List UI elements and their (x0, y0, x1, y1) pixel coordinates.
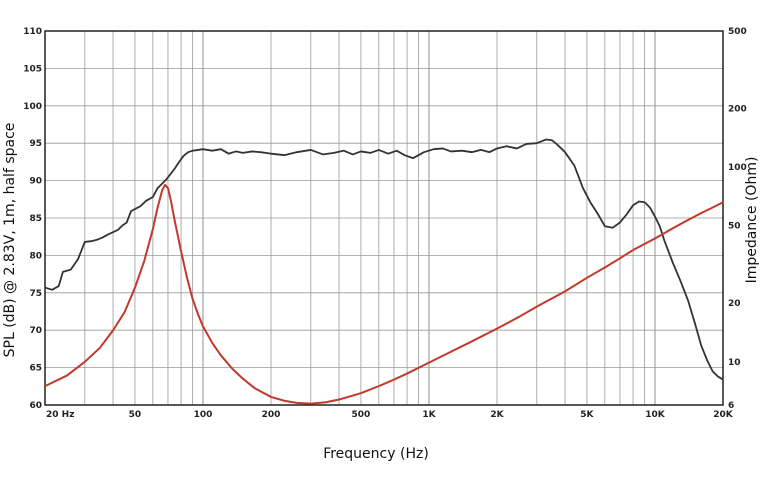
x-tick-label: 5K (580, 410, 594, 420)
x-axis-title: Frequency (Hz) (323, 446, 429, 462)
x-tick-label: 2K (490, 410, 504, 420)
y-right-tick-label: 6 (728, 401, 734, 411)
y-tick-label: 110 (23, 27, 42, 37)
x-tick-label: 20 Hz (46, 410, 74, 420)
x-tick-label: 100 (194, 410, 213, 420)
y-tick-label: 60 (29, 401, 42, 411)
y-right-tick-label: 20 (728, 299, 741, 309)
series-curves (44, 138, 724, 405)
y-tick-label: 85 (29, 214, 42, 224)
y-right-tick-labels: 6 10 20 50 100 200 500 (728, 27, 747, 411)
plot-frame (44, 30, 724, 406)
x-tick-label: 50 (129, 410, 142, 420)
y-tick-label: 90 (29, 177, 42, 187)
y-right-axis-title: Impedance (Ohm) (744, 157, 760, 284)
y-tick-labels: 60 65 70 75 80 85 90 95 100 105 110 (23, 27, 42, 411)
y-right-tick-label: 100 (728, 163, 747, 173)
y-tick-label: 70 (29, 326, 42, 336)
y-right-tick-label: 200 (728, 104, 747, 114)
y-tick-label: 65 (29, 364, 42, 374)
y-tick-label: 80 (29, 251, 42, 261)
y-tick-label: 75 (29, 289, 42, 299)
y-tick-label: 105 (23, 64, 42, 74)
y-right-tick-label: 500 (728, 27, 747, 37)
x-tick-label: 1K (422, 410, 436, 420)
y-axis-title: SPL (dB) @ 2.83V, 1m, half space (2, 123, 18, 358)
y-right-tick-label: 50 (728, 222, 741, 232)
grid (44, 30, 724, 406)
x-tick-labels: 20 Hz 50 100 200 500 1K 2K 5K 10K 20K (46, 410, 734, 420)
spl-curve (44, 138, 724, 381)
x-tick-label: 20K (713, 410, 734, 420)
y-tick-label: 95 (29, 139, 42, 149)
impedance-curve (44, 183, 724, 405)
x-tick-label: 10K (645, 410, 666, 420)
x-tick-label: 500 (352, 410, 371, 420)
y-right-tick-label: 10 (728, 358, 741, 368)
x-tick-label: 200 (262, 410, 281, 420)
y-tick-label: 100 (23, 102, 42, 112)
